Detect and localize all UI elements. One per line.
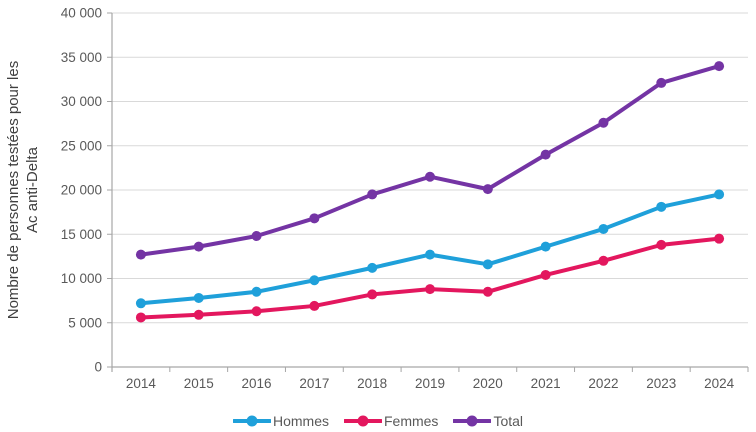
data-point-femmes-2024 xyxy=(714,233,725,244)
legend-label-hommes: Hommes xyxy=(272,413,329,429)
data-point-femmes-2023 xyxy=(656,239,667,250)
data-point-total-2020 xyxy=(482,184,493,195)
data-point-total-2024 xyxy=(714,61,725,72)
y-tick-label: 0 xyxy=(94,360,102,375)
data-point-femmes-2018 xyxy=(367,289,378,300)
x-tick-label: 2015 xyxy=(184,376,214,391)
x-tick-label: 2022 xyxy=(588,376,618,391)
x-tick-label: 2021 xyxy=(531,376,561,391)
y-tick-label: 5 000 xyxy=(68,315,102,330)
data-point-hommes-2016 xyxy=(251,286,262,297)
x-tick-label: 2020 xyxy=(473,376,503,391)
data-point-hommes-2022 xyxy=(598,223,609,234)
data-point-femmes-2020 xyxy=(482,286,493,297)
data-point-total-2016 xyxy=(251,231,262,242)
y-tick-label: 20 000 xyxy=(61,183,102,198)
x-tick-label: 2019 xyxy=(415,376,445,391)
data-point-femmes-2022 xyxy=(598,255,609,266)
y-tick-label: 35 000 xyxy=(61,50,102,65)
legend-marker-icon-total xyxy=(453,415,492,427)
data-point-hommes-2021 xyxy=(540,241,551,252)
legend-label-femmes: Femmes xyxy=(383,413,439,429)
data-point-femmes-2014 xyxy=(135,312,146,323)
data-point-total-2018 xyxy=(367,189,378,200)
x-tick-label: 2018 xyxy=(357,376,387,391)
data-point-hommes-2014 xyxy=(135,298,146,309)
legend-marker-icon-hommes xyxy=(232,415,271,427)
x-tick-label: 2024 xyxy=(704,376,735,391)
data-point-total-2014 xyxy=(135,249,146,260)
data-point-hommes-2024 xyxy=(714,189,725,200)
legend: Hommes Femmes Total xyxy=(0,413,756,429)
y-tick-label: 40 000 xyxy=(61,6,102,21)
legend-item-total: Total xyxy=(453,413,523,429)
data-point-hommes-2017 xyxy=(309,275,320,286)
y-tick-label: 10 000 xyxy=(61,271,102,286)
data-point-femmes-2021 xyxy=(540,269,551,280)
x-tick-label: 2016 xyxy=(242,376,272,391)
data-point-femmes-2017 xyxy=(309,300,320,311)
data-point-total-2017 xyxy=(309,213,320,224)
data-point-femmes-2019 xyxy=(425,284,435,295)
series-line-total xyxy=(138,64,722,257)
data-point-hommes-2015 xyxy=(193,292,204,303)
data-point-total-2015 xyxy=(193,241,204,252)
legend-label-total: Total xyxy=(493,413,524,429)
data-point-femmes-2016 xyxy=(251,306,262,317)
data-point-hommes-2019 xyxy=(425,249,435,260)
legend-item-femmes: Femmes xyxy=(343,413,439,429)
data-point-total-2022 xyxy=(598,117,609,128)
data-point-total-2019 xyxy=(425,171,435,182)
x-tick-label: 2017 xyxy=(299,376,329,391)
plot-area: 0 5 000 10 000 15 000 20 000 25 000 30 000 35 0… xyxy=(61,6,749,391)
data-point-total-2023 xyxy=(656,77,667,88)
data-point-hommes-2020 xyxy=(482,259,493,270)
legend-item-hommes: Hommes xyxy=(232,413,329,429)
x-tick-label: 2014 xyxy=(126,376,157,391)
data-point-total-2021 xyxy=(540,149,551,160)
y-tick-label: 25 000 xyxy=(61,138,102,153)
legend-marker-icon-femmes xyxy=(343,415,382,427)
x-tick-label: 2023 xyxy=(646,376,676,391)
data-point-hommes-2023 xyxy=(656,201,667,212)
y-tick-label: 30 000 xyxy=(61,94,102,109)
y-tick-label: 15 000 xyxy=(61,227,102,242)
data-point-femmes-2015 xyxy=(193,309,204,320)
data-point-hommes-2018 xyxy=(367,262,378,273)
